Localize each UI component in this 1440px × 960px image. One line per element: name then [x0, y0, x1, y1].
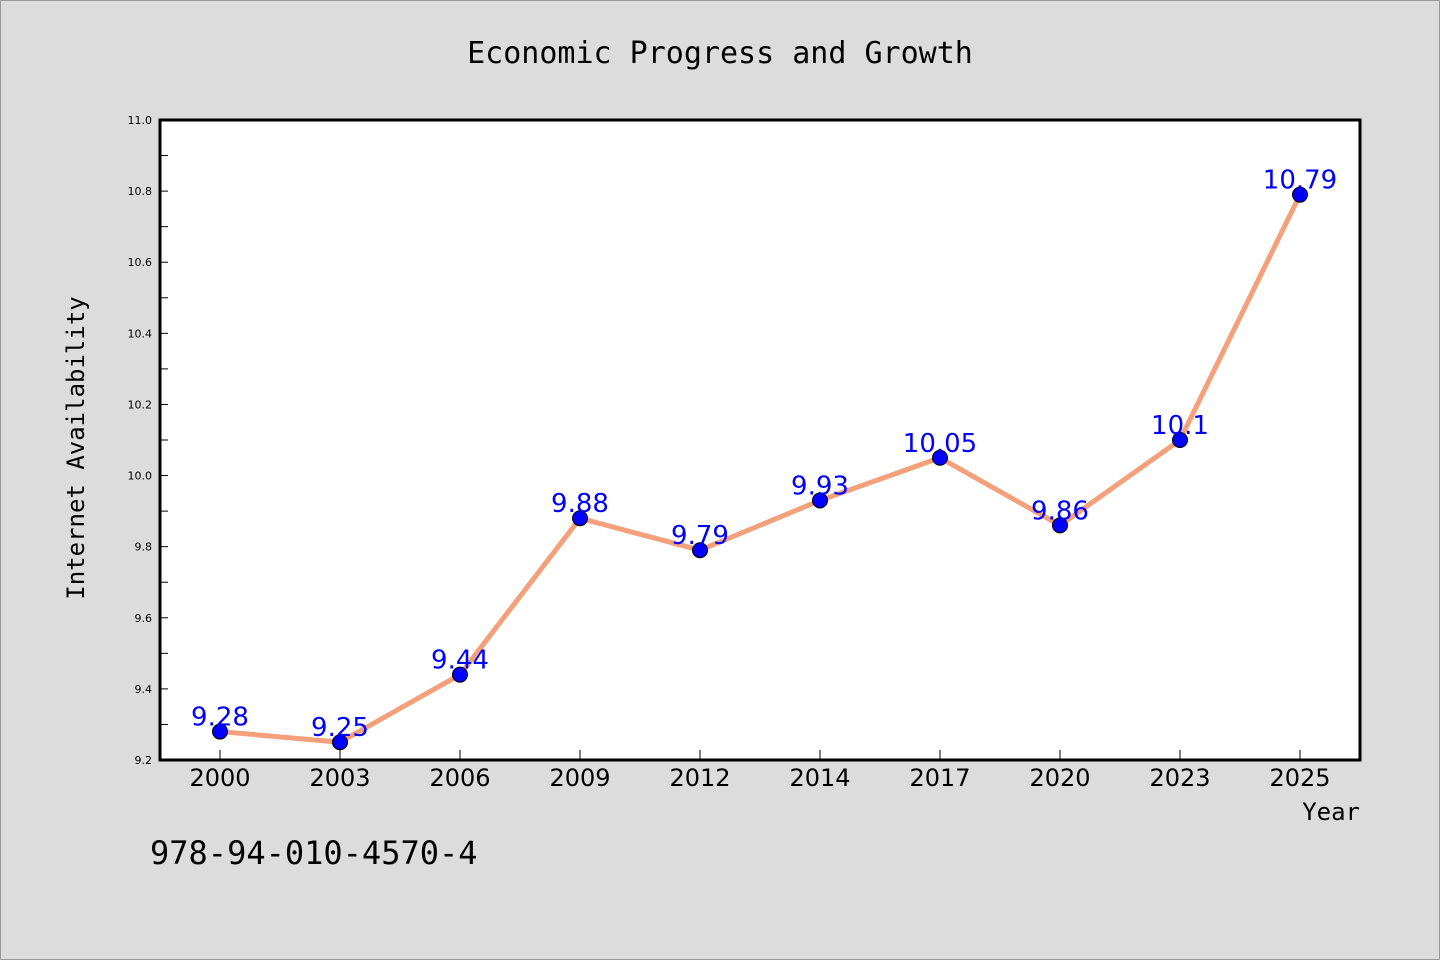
y-tick-label: 11.0 [128, 114, 153, 127]
data-point [1172, 432, 1188, 448]
y-tick-label: 10.0 [128, 470, 153, 483]
data-label: 9.93 [791, 471, 849, 501]
data-point [212, 723, 228, 740]
y-tick-label: 9.4 [135, 683, 153, 696]
data-label: 10.79 [1263, 166, 1337, 196]
plot-area [160, 120, 1360, 760]
x-tick-label: 2000 [189, 764, 250, 792]
x-tick-label: 2023 [1149, 764, 1210, 792]
data-label: 9.86 [1031, 496, 1089, 526]
y-tick-label: 10.6 [128, 256, 153, 269]
y-axis-label: Internet Availability [62, 296, 90, 599]
y-tick-label: 10.4 [128, 327, 153, 340]
data-label: 9.25 [311, 713, 369, 743]
data-label: 10.1 [1151, 411, 1209, 441]
x-tick-label: 2017 [909, 764, 970, 792]
x-tick-label: 2009 [549, 764, 610, 792]
plot-border [158, 118, 1362, 762]
data-label: 9.28 [191, 703, 249, 733]
data-point [932, 449, 948, 466]
x-tick-label: 2014 [789, 764, 850, 792]
series-group [212, 186, 1308, 751]
x-tick-label: 2006 [429, 764, 490, 792]
data-label: 10.05 [903, 429, 977, 459]
data-label: 9.88 [551, 489, 609, 519]
data-point [1052, 517, 1068, 534]
x-tick-label: 2020 [1029, 764, 1090, 792]
y-tick-label: 9.8 [135, 541, 153, 554]
data-point [812, 492, 828, 509]
x-axis-label: Year [1302, 798, 1360, 826]
series-line [217, 192, 1303, 745]
data-point [452, 666, 468, 683]
x-tick-label: 2025 [1269, 764, 1330, 792]
y-tick-label: 10.2 [128, 398, 153, 411]
footer-code: 978-94-010-4570-4 [150, 834, 478, 872]
y-tick-label: 9.2 [135, 754, 153, 767]
data-label: 9.79 [671, 521, 729, 551]
data-point [332, 734, 348, 751]
data-point [572, 510, 588, 527]
data-label: 9.44 [431, 646, 489, 676]
y-tick-label: 9.6 [135, 612, 153, 625]
x-tick-label: 2012 [669, 764, 730, 792]
y-axis-ticks: 9.2 9.4 9.6 9.8 10.0 10.2 10.4 10.6 10.8 11.0 [128, 114, 168, 767]
y-tick-label: 10.8 [128, 185, 153, 198]
data-point [692, 542, 708, 559]
data-labels: 9.28 9.25 9.44 9.88 9.79 9.93 10.05 9.86 10.1 10.… [191, 166, 1337, 744]
x-axis-ticks: 2000 2003 2006 2009 2012 2014 2017 2020 2023 2025 [189, 750, 1331, 792]
data-point [1292, 186, 1308, 203]
chart-title: Economic Progress and Growth [467, 36, 973, 71]
x-tick-label: 2003 [309, 764, 370, 792]
